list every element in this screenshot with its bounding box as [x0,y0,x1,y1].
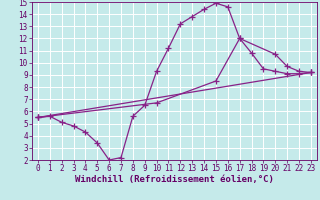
X-axis label: Windchill (Refroidissement éolien,°C): Windchill (Refroidissement éolien,°C) [75,175,274,184]
